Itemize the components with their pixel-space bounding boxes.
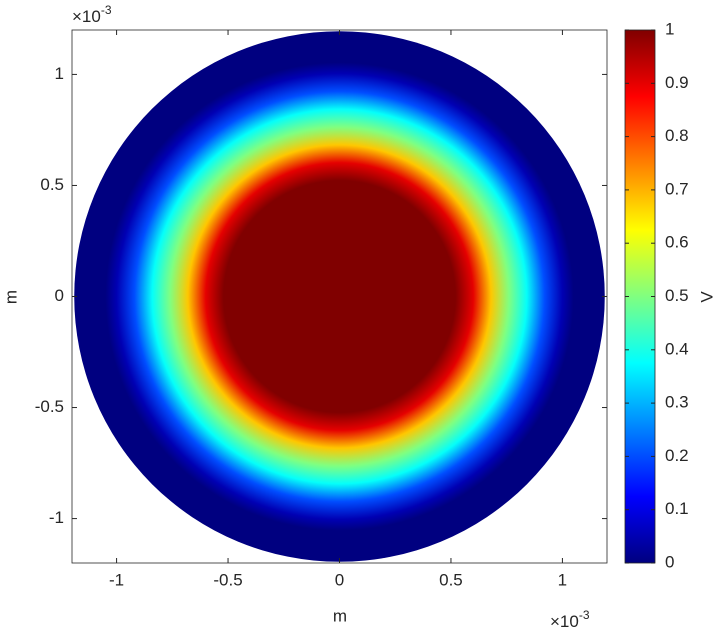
x-tick-label: 0 bbox=[335, 570, 344, 589]
colorbar-tick-label: 0 bbox=[665, 552, 674, 571]
y-tick-label: 0.5 bbox=[40, 175, 64, 194]
y-tick-label: -1 bbox=[49, 508, 64, 527]
x-axis-label: m bbox=[333, 606, 347, 625]
x-multiplier: ×10-3 bbox=[550, 608, 590, 631]
x-tick-label: 0.5 bbox=[439, 570, 463, 589]
y-multiplier: ×10-3 bbox=[72, 3, 112, 26]
y-tick-label: 0 bbox=[55, 286, 64, 305]
y-tick-label: 1 bbox=[55, 64, 64, 83]
x-tick-label: 1 bbox=[558, 570, 567, 589]
x-multiplier-base: ×10 bbox=[550, 612, 579, 631]
x-tick-label: -0.5 bbox=[213, 570, 242, 589]
field-disk bbox=[74, 31, 605, 562]
colorbar-tick-label: 0.5 bbox=[665, 286, 689, 305]
y-multiplier-base: ×10 bbox=[72, 7, 101, 26]
colorbar bbox=[624, 29, 656, 564]
colorbar-tick-label: 1 bbox=[665, 19, 674, 38]
colorbar-label: V bbox=[697, 291, 716, 303]
y-tick-label: -0.5 bbox=[35, 397, 64, 416]
colorbar-tick-label: 0.6 bbox=[665, 233, 689, 252]
colorbar-tick-label: 0.7 bbox=[665, 179, 689, 198]
colorbar-tick-label: 0.3 bbox=[665, 393, 689, 412]
colorbar-tick-label: 0.8 bbox=[665, 126, 689, 145]
colorbar-tick-label: 0.1 bbox=[665, 499, 689, 518]
colorbar-tick-label: 0.4 bbox=[665, 339, 689, 358]
colorbar-tick-label: 0.2 bbox=[665, 446, 689, 465]
x-multiplier-exponent: -3 bbox=[579, 608, 590, 622]
y-multiplier-exponent: -3 bbox=[101, 3, 112, 17]
x-tick-label: -1 bbox=[109, 570, 124, 589]
y-axis-label: m bbox=[1, 290, 20, 304]
colorbar-tick-label: 0.9 bbox=[665, 73, 689, 92]
